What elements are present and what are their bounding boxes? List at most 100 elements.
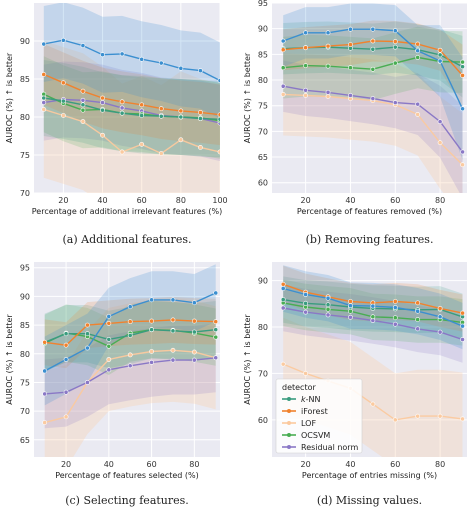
- data-point-knn: [325, 302, 331, 308]
- data-point-lof: [325, 94, 331, 99]
- data-point-ocsvm: [370, 314, 376, 320]
- data-point-residual: [280, 305, 286, 311]
- legend-marker-ocsvm: [287, 433, 291, 437]
- data-point-residual: [370, 96, 376, 101]
- x-axis-label: Percentage of additional irrelevant feat…: [32, 207, 222, 216]
- data-point-top: [60, 37, 66, 43]
- data-point-residual: [127, 363, 133, 369]
- series-line-knn: [43, 97, 220, 120]
- data-point-lof: [41, 107, 47, 112]
- data-point-top: [392, 28, 398, 34]
- data-point-iforest: [392, 299, 398, 304]
- data-point-ocsvm: [348, 65, 353, 71]
- data-point-residual: [41, 100, 47, 105]
- data-point-iforest: [41, 72, 47, 77]
- data-point-residual: [348, 314, 353, 320]
- data-point-knn: [139, 113, 145, 118]
- y-tick-label: 95: [258, 0, 268, 8]
- data-point-top: [119, 51, 125, 57]
- data-point-iforest: [460, 310, 465, 316]
- data-point-ocsvm: [325, 306, 331, 312]
- data-point-iforest: [170, 317, 176, 323]
- data-point-top: [280, 286, 286, 291]
- data-point-residual: [392, 321, 398, 327]
- data-point-iforest: [460, 73, 465, 78]
- x-tick-label: 60: [146, 460, 156, 469]
- data-point-iforest: [415, 41, 421, 47]
- y-tick-label: 85: [258, 50, 268, 59]
- chart-panel-c: 20 40 60 80 65 70 75 80 85 90 95 Percentage of feat…: [5, 262, 220, 507]
- data-point-knn: [60, 98, 66, 104]
- y-axis-label: AUROC (%) ↑ is better: [5, 52, 14, 143]
- data-point-knn: [198, 116, 203, 121]
- legend-label-iforest: iForest: [301, 407, 328, 416]
- data-point-residual: [42, 391, 48, 397]
- y-tick-label: 90: [258, 277, 268, 286]
- data-point-residual: [80, 97, 86, 103]
- legend-marker-iforest: [287, 409, 291, 413]
- data-point-top: [170, 297, 176, 303]
- data-point-ocsvm: [460, 59, 465, 65]
- x-axis-label: Percentage of features selected (%): [55, 471, 199, 480]
- y-tick-label: 95: [20, 264, 30, 273]
- data-point-knn: [170, 328, 176, 334]
- data-point-lof: [460, 416, 465, 422]
- data-point-ocsvm: [370, 66, 376, 72]
- series-line-top: [43, 39, 220, 82]
- data-point-residual: [392, 100, 398, 106]
- x-tick-label: 100: [212, 196, 227, 205]
- data-point-residual: [149, 359, 154, 365]
- data-point-iforest: [191, 318, 197, 324]
- chart-panel-d: 20 40 60 80 60 70 80 90 Percentage of entries mi…: [243, 262, 467, 507]
- data-point-residual: [303, 309, 309, 315]
- data-point-lof: [42, 420, 48, 425]
- data-point-iforest: [213, 319, 219, 325]
- data-point-lof: [460, 162, 465, 168]
- data-point-top: [325, 30, 331, 36]
- data-point-residual: [325, 89, 331, 95]
- y-tick-label: 60: [258, 179, 268, 188]
- data-point-lof: [392, 417, 398, 423]
- confidence-band-ocsvm: [43, 56, 220, 159]
- y-tick-label: 65: [20, 436, 30, 445]
- confidence-band-residual: [43, 61, 220, 162]
- subfigure-caption: (c) Selecting features.: [65, 494, 189, 507]
- data-point-iforest: [348, 299, 353, 304]
- data-point-ocsvm: [392, 315, 398, 321]
- data-point-top: [139, 56, 145, 62]
- data-point-top: [106, 314, 112, 319]
- y-tick-label: 75: [20, 378, 30, 387]
- data-point-knn: [100, 107, 105, 113]
- data-point-ocsvm: [280, 65, 286, 71]
- data-point-residual: [437, 119, 443, 125]
- data-point-iforest: [280, 47, 286, 53]
- data-point-lof: [437, 140, 443, 146]
- y-tick-label: 70: [258, 369, 268, 378]
- data-point-lof: [370, 401, 376, 407]
- y-tick-label: 80: [258, 323, 268, 332]
- data-point-iforest: [217, 112, 220, 118]
- data-point-lof: [280, 92, 286, 97]
- y-tick-label: 70: [258, 127, 268, 136]
- x-tick-label: 60: [390, 460, 400, 469]
- y-tick-label: 90: [20, 37, 30, 46]
- data-point-knn: [149, 327, 154, 333]
- x-axis-label: Percentage of features removed (%): [297, 207, 442, 216]
- data-point-top: [217, 78, 220, 83]
- data-point-top: [41, 41, 47, 47]
- data-point-knn: [85, 331, 90, 337]
- x-tick-label: 80: [189, 460, 199, 469]
- confidence-band-lof: [43, 41, 220, 193]
- legend-marker-lof: [287, 421, 291, 425]
- data-point-knn: [127, 333, 133, 338]
- data-point-lof: [303, 371, 309, 376]
- data-point-lof: [415, 112, 421, 117]
- data-point-top: [370, 26, 376, 32]
- data-point-residual: [119, 105, 125, 111]
- data-point-ocsvm: [415, 55, 421, 60]
- data-point-top: [158, 60, 164, 66]
- data-point-residual: [191, 357, 197, 363]
- data-point-top: [85, 345, 90, 351]
- x-tick-label: 40: [104, 460, 114, 469]
- x-axis-label: Percentage of entries missing (%): [302, 471, 437, 480]
